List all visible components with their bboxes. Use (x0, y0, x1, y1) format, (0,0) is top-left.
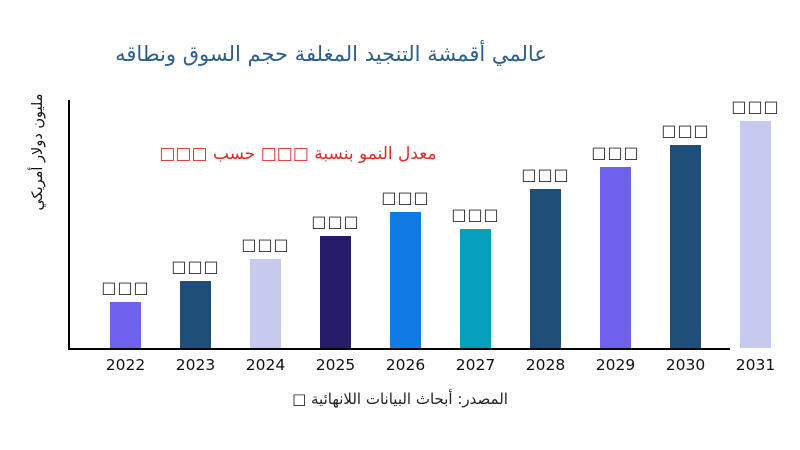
bar-2029 (600, 167, 631, 348)
x-tick-2029: 2029 (595, 356, 636, 374)
bar-2028 (530, 189, 561, 348)
x-tick-2027: 2027 (455, 356, 496, 374)
bar-2026 (390, 212, 421, 348)
bar-2023 (180, 281, 211, 348)
x-tick-2026: 2026 (385, 356, 426, 374)
x-tick-2031: 2031 (735, 356, 776, 374)
bar-2027 (460, 229, 491, 348)
bar-2030 (670, 145, 701, 348)
x-tick-2030: 2030 (665, 356, 706, 374)
x-tick-2025: 2025 (315, 356, 356, 374)
x-tick-2022: 2022 (105, 356, 146, 374)
chart-title: عالمي أقمشة التنجيد المغلفة حجم السوق ون… (115, 42, 547, 66)
bar-2025 (320, 236, 351, 348)
bar-value-label-2023: □□□ (171, 257, 220, 276)
y-axis-line (68, 100, 70, 350)
x-tick-2028: 2028 (525, 356, 566, 374)
bar-value-label-2022: □□□ (101, 278, 150, 297)
bar-2024 (250, 259, 281, 348)
bar-value-label-2029: □□□ (591, 143, 640, 162)
y-axis-label: مليون دولار أمريكي (30, 93, 46, 211)
bar-value-label-2028: □□□ (521, 165, 570, 184)
bar-value-label-2024: □□□ (241, 235, 290, 254)
bar-value-label-2025: □□□ (311, 212, 360, 231)
bar-2031 (740, 121, 771, 348)
bar-value-label-2030: □□□ (661, 121, 710, 140)
x-tick-2023: 2023 (175, 356, 216, 374)
bar-value-label-2027: □□□ (451, 205, 500, 224)
x-tick-2024: 2024 (245, 356, 286, 374)
bar-value-label-2031: □□□ (731, 97, 780, 116)
x-axis-line (68, 348, 730, 350)
growth-rate-annotation: معدل النمو بنسبة □□□ حسب □□□ (159, 144, 437, 164)
bar-value-label-2026: □□□ (381, 188, 430, 207)
source-note: المصدر: أبحاث البيانات اللانهائية □ (292, 390, 508, 408)
bar-2022 (110, 302, 141, 348)
